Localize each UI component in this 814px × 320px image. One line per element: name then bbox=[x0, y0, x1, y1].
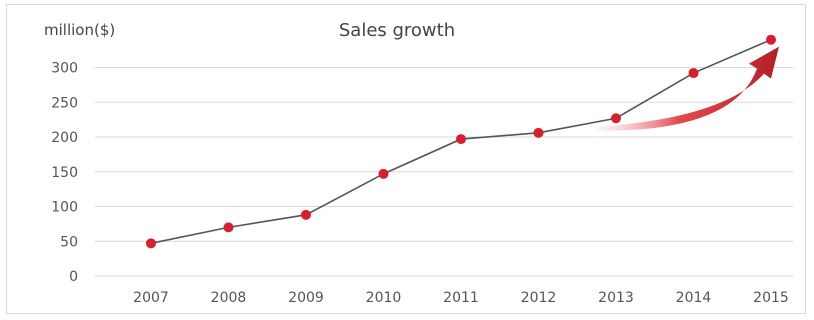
y-tick-label: 250 bbox=[51, 95, 78, 111]
x-tick-label: 2015 bbox=[753, 290, 789, 306]
x-tick-label: 2012 bbox=[521, 290, 557, 306]
x-tick-label: 2009 bbox=[288, 290, 324, 306]
grid-lines bbox=[95, 67, 793, 277]
x-tick-label: 2011 bbox=[443, 290, 479, 306]
growth-arrow-icon bbox=[596, 46, 779, 131]
y-tick-label: 200 bbox=[51, 130, 78, 146]
data-point-2010 bbox=[378, 168, 389, 179]
chart-title: Sales growth bbox=[339, 20, 455, 41]
y-tick-label: 50 bbox=[60, 234, 78, 250]
data-point-2008 bbox=[223, 222, 234, 233]
data-point-2015 bbox=[766, 34, 776, 45]
x-tick-label: 2014 bbox=[676, 290, 712, 306]
x-tick-labels: 2007 2008 2009 2010 2011 2012 2013 2014 2015 bbox=[133, 290, 789, 306]
x-tick-label: 2008 bbox=[211, 290, 247, 306]
y-axis-unit-label: million($) bbox=[44, 21, 115, 39]
chart-frame bbox=[6, 4, 806, 314]
data-point-2011 bbox=[456, 134, 466, 145]
data-point-2007 bbox=[146, 238, 156, 249]
y-tick-label: 150 bbox=[51, 165, 78, 181]
data-point-2009 bbox=[301, 209, 311, 220]
x-tick-label: 2010 bbox=[366, 290, 402, 306]
y-tick-label: 300 bbox=[51, 61, 78, 77]
y-tick-labels: 0 50 100 150 200 250 300 bbox=[51, 61, 78, 286]
data-point-2013 bbox=[611, 113, 621, 124]
data-point-2014 bbox=[688, 68, 699, 79]
x-tick-label: 2007 bbox=[133, 290, 169, 306]
data-point-2012 bbox=[533, 127, 544, 138]
y-tick-label: 100 bbox=[51, 200, 78, 216]
x-tick-label: 2013 bbox=[598, 290, 634, 306]
y-tick-label: 0 bbox=[69, 269, 78, 285]
data-markers bbox=[146, 34, 776, 249]
